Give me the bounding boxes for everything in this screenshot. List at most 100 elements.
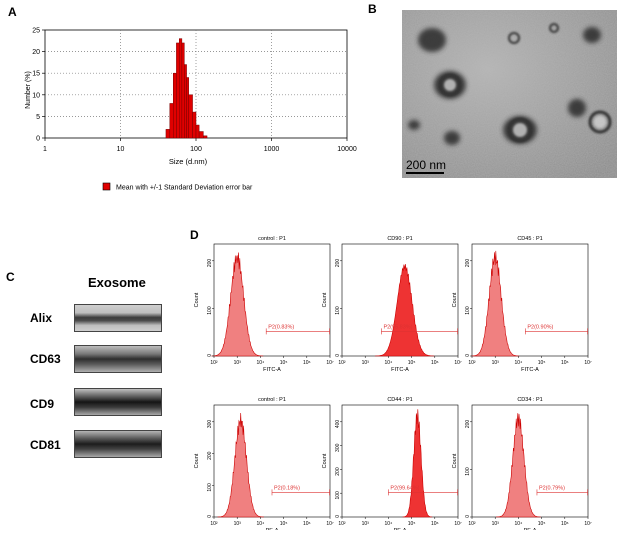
flow-x-tick-label: 10³ bbox=[234, 360, 242, 366]
flow-x-tick-label: 10⁴ bbox=[385, 360, 393, 366]
flow-x-axis-label: PE-A bbox=[394, 528, 407, 530]
size-distribution-chart: 1 10 100 1000 10000 0 5 10 15 20 25 Size (d.nm) Numb… bbox=[25, 28, 357, 192]
histogram-bar bbox=[176, 42, 180, 139]
flow-panel-title: CD34 : P1 bbox=[517, 397, 542, 403]
flow-x-tick-label: 10² bbox=[468, 521, 476, 527]
gate-label: P2(95.83%) bbox=[383, 324, 412, 330]
flow-y-tick-label: 200 bbox=[465, 259, 471, 268]
flow-x-tick-label: 10³ bbox=[234, 521, 242, 527]
flow-x-tick-label: 10⁷ bbox=[326, 360, 334, 366]
flow-y-tick-label: 0 bbox=[207, 515, 213, 518]
flow-panel-1: control : P1 P2(0.83%) 10² 10³ 10⁴ 10⁵ 10⁶ 10⁷ F… bbox=[194, 236, 334, 373]
flow-y-axis-label: Count bbox=[194, 453, 200, 468]
flow-x-axis-label: PE-A bbox=[524, 528, 537, 530]
blot-band-cd81 bbox=[74, 430, 162, 458]
histogram-bar bbox=[184, 64, 187, 139]
flow-x-tick-label: 10⁶ bbox=[303, 521, 311, 527]
histogram-bar bbox=[192, 111, 197, 139]
flow-y-tick-label: 200 bbox=[207, 259, 213, 268]
flow-x-tick-label: 10⁴ bbox=[385, 521, 393, 527]
flow-y-tick-label: 100 bbox=[207, 306, 213, 315]
flow-x-tick-label: 10⁷ bbox=[454, 521, 462, 527]
flow-x-tick-label: 10² bbox=[210, 360, 218, 366]
flow-histogram-curve bbox=[471, 250, 520, 357]
flow-x-tick-label: 10³ bbox=[492, 521, 500, 527]
flow-x-tick-label: 10⁴ bbox=[515, 521, 523, 527]
flow-y-tick-label: 0 bbox=[465, 515, 471, 518]
y-tick-label: 25 bbox=[32, 28, 40, 35]
tem-vesicle-lumen bbox=[444, 79, 606, 137]
flow-x-tick-label: 10² bbox=[338, 521, 346, 527]
gate-label: P2(99.64%) bbox=[390, 485, 419, 491]
y-axis-label: Number (%) bbox=[25, 71, 32, 109]
flow-x-tick-label: 10² bbox=[468, 360, 476, 366]
flow-x-tick-label: 10⁶ bbox=[431, 360, 439, 366]
gate-label: P2(0.90%) bbox=[527, 324, 553, 330]
legend-swatch bbox=[102, 182, 111, 191]
flow-histogram-curve bbox=[211, 252, 264, 357]
flow-y-tick-label: 400 bbox=[335, 420, 341, 429]
flow-panel-title: control : P1 bbox=[258, 397, 286, 403]
panel-label-a: A bbox=[8, 5, 17, 19]
band-label-alix: Alix bbox=[30, 311, 53, 325]
flow-y-tick-label: 200 bbox=[335, 467, 341, 476]
flow-histogram-curve bbox=[402, 409, 433, 518]
flow-plot-frame bbox=[341, 404, 459, 518]
flow-y-tick-label: 0 bbox=[335, 515, 341, 518]
flow-x-axis-label: FITC-A bbox=[391, 367, 409, 373]
flow-y-axis-label: Count bbox=[452, 292, 458, 307]
y-tick-label: 10 bbox=[32, 92, 40, 99]
gate-label: P2(0.83%) bbox=[268, 324, 294, 330]
flow-panel-5: CD44 : P1 P2(99.64%) 10² 10³ 10⁴ 10⁵ 10⁶ 10⁷ PE-… bbox=[322, 397, 462, 530]
flow-x-tick-label: 10⁵ bbox=[538, 521, 546, 527]
flow-histogram-curve bbox=[217, 412, 264, 518]
flow-panel-3: CD45 : P1 P2(0.90%) 10² 10³ 10⁴ 10⁵ 10⁶ 10⁷ FITC… bbox=[452, 236, 592, 373]
x-tick-label: 10 bbox=[117, 146, 125, 153]
flow-y-tick-label: 0 bbox=[465, 354, 471, 357]
flow-panel-6: CD34 : P1 P2(0.79%) 10² 10³ 10⁴ 10⁵ 10⁶ 10⁷ PE-A… bbox=[452, 397, 592, 530]
flow-y-tick-label: 100 bbox=[335, 491, 341, 500]
x-tick-label: 1 bbox=[43, 146, 47, 153]
band-label-cd81: CD81 bbox=[30, 438, 61, 452]
y-tick-label: 20 bbox=[32, 49, 40, 56]
panel-label-b: B bbox=[368, 2, 377, 16]
flow-x-tick-label: 10³ bbox=[362, 521, 370, 527]
flow-y-tick-label: 100 bbox=[465, 467, 471, 476]
x-tick-label: 1000 bbox=[264, 146, 280, 153]
western-blot-title: Exosome bbox=[88, 275, 146, 290]
histogram-bar bbox=[173, 72, 177, 139]
flow-y-axis-label: Count bbox=[452, 453, 458, 468]
histogram-bar bbox=[181, 42, 185, 139]
flow-x-axis-label: FITC-A bbox=[521, 367, 539, 373]
flow-y-tick-label: 300 bbox=[207, 420, 213, 429]
blot-band-cd9 bbox=[74, 388, 162, 416]
histogram-bar bbox=[165, 129, 171, 139]
flow-panel-title: CD90 : P1 bbox=[387, 236, 412, 242]
panel-label-c: C bbox=[6, 270, 15, 284]
panel-label-d: D bbox=[190, 228, 199, 242]
flow-x-tick-label: 10⁷ bbox=[584, 360, 592, 366]
histogram-bar bbox=[188, 94, 193, 139]
histogram-bar bbox=[203, 135, 208, 139]
y-tick-label: 0 bbox=[36, 136, 40, 143]
flow-x-tick-label: 10⁴ bbox=[257, 521, 265, 527]
histogram-bar bbox=[186, 77, 189, 139]
flow-x-tick-label: 10⁴ bbox=[515, 360, 523, 366]
flow-panel-title: control : P1 bbox=[258, 236, 286, 242]
flow-x-tick-label: 10² bbox=[210, 521, 218, 527]
flow-x-tick-label: 10³ bbox=[362, 360, 370, 366]
flow-y-tick-label: 200 bbox=[207, 451, 213, 460]
flow-x-tick-label: 10² bbox=[338, 360, 346, 366]
flow-y-tick-label: 0 bbox=[207, 354, 213, 357]
flow-x-tick-label: 10⁷ bbox=[326, 521, 334, 527]
flow-cytometry-grid: control : P1 P2(0.83%) 10² 10³ 10⁴ 10⁵ 10⁶ 10⁷ F… bbox=[194, 236, 592, 530]
flow-x-tick-label: 10⁵ bbox=[408, 360, 416, 366]
flow-panel-4: control : P1 P2(0.18%) 10² 10³ 10⁴ 10⁵ 10⁶ 10⁷ P… bbox=[194, 397, 334, 530]
legend-label: Mean with +/-1 Standard Deviation error … bbox=[116, 185, 253, 192]
flow-y-tick-label: 200 bbox=[335, 259, 341, 268]
gate-label: P2(0.18%) bbox=[274, 485, 300, 491]
histogram-bar bbox=[169, 103, 174, 139]
flow-x-tick-label: 10⁶ bbox=[431, 521, 439, 527]
flow-x-axis-label: PE-A bbox=[266, 528, 279, 530]
flow-y-axis-label: Count bbox=[322, 453, 328, 468]
